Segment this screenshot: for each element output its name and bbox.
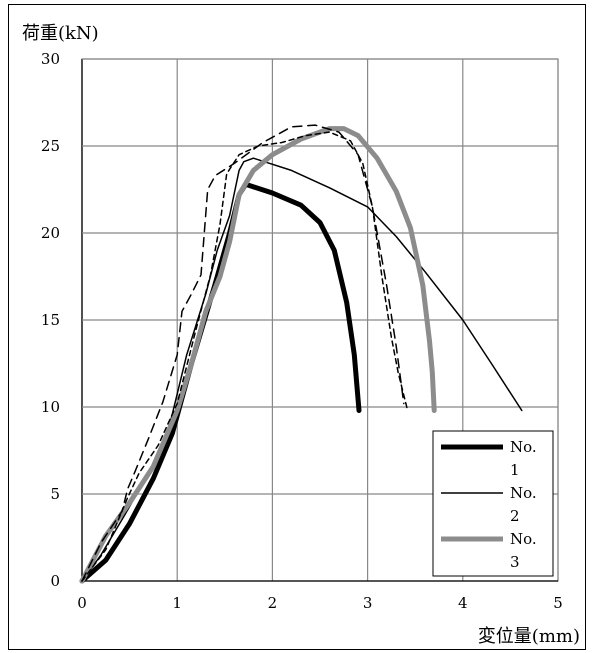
x-tick-label: 2 — [268, 594, 278, 612]
series-line-5 — [81, 131, 409, 582]
x-tick-label: 4 — [458, 594, 468, 612]
y-tick-label: 20 — [41, 224, 60, 242]
legend-label: No. 2 — [510, 484, 537, 525]
series-line-4 — [81, 124, 405, 582]
series-lines — [79, 124, 523, 584]
series-line-1 — [79, 181, 362, 584]
x-tick-label: 0 — [77, 594, 87, 612]
series-line-3 — [79, 126, 437, 584]
x-tick-label: 1 — [172, 594, 182, 612]
grid — [81, 58, 559, 582]
x-tick-label: 5 — [553, 594, 563, 612]
chart-frame — [8, 4, 586, 650]
legend-label: No. 3 — [510, 530, 537, 571]
tick-labels: 0 1 2 3 4 5 0 5 10 15 20 25 30 — [41, 50, 563, 612]
legend-label: No. 1 — [510, 438, 537, 479]
y-tick-label: 10 — [41, 398, 60, 416]
x-axis-title: 変位量(mm) — [478, 626, 580, 647]
legend: No. 1 No. 2 No. 3 — [432, 430, 554, 577]
y-tick-label: 15 — [41, 311, 60, 329]
y-tick-label: 30 — [41, 50, 60, 68]
x-tick-label: 3 — [363, 594, 373, 612]
y-tick-label: 0 — [50, 572, 60, 590]
y-axis-title: 荷重(kN) — [22, 23, 99, 44]
legend-box — [432, 430, 554, 577]
y-tick-label: 25 — [41, 137, 60, 155]
y-tick-label: 5 — [50, 485, 60, 503]
